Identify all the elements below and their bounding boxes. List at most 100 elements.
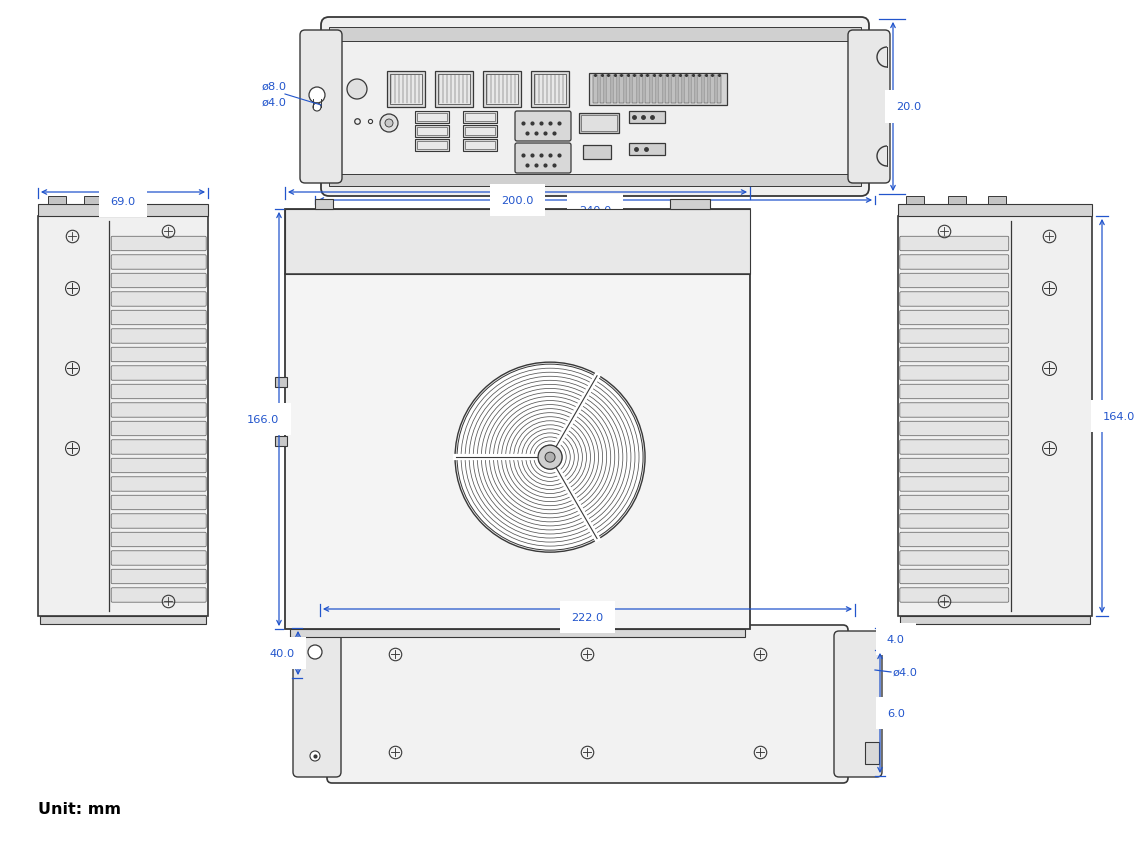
FancyBboxPatch shape xyxy=(111,311,206,325)
Bar xyxy=(285,210,750,630)
Bar xyxy=(619,76,624,104)
Bar xyxy=(417,127,447,136)
Circle shape xyxy=(310,751,319,761)
FancyBboxPatch shape xyxy=(900,385,1009,399)
FancyBboxPatch shape xyxy=(111,551,206,565)
FancyBboxPatch shape xyxy=(900,533,1009,547)
Bar xyxy=(658,76,663,104)
Bar xyxy=(606,76,610,104)
FancyBboxPatch shape xyxy=(900,495,1009,510)
Bar xyxy=(315,200,333,210)
Bar xyxy=(483,72,521,108)
Text: 164.0: 164.0 xyxy=(1103,412,1135,421)
FancyBboxPatch shape xyxy=(111,348,206,362)
Bar xyxy=(40,616,206,625)
Text: ø8.0: ø8.0 xyxy=(262,82,287,92)
Bar xyxy=(906,197,924,205)
Bar xyxy=(275,436,287,446)
FancyBboxPatch shape xyxy=(900,514,1009,528)
Text: ø4.0: ø4.0 xyxy=(262,98,287,108)
Bar xyxy=(463,140,497,152)
Bar xyxy=(48,197,66,205)
Text: 40.0: 40.0 xyxy=(269,648,294,658)
FancyBboxPatch shape xyxy=(111,588,206,603)
Text: 6.0: 6.0 xyxy=(887,708,905,718)
Circle shape xyxy=(308,645,322,659)
FancyBboxPatch shape xyxy=(900,477,1009,491)
Text: 222.0: 222.0 xyxy=(571,612,603,622)
Bar xyxy=(435,72,473,108)
Circle shape xyxy=(385,120,393,127)
Bar xyxy=(485,75,518,105)
FancyBboxPatch shape xyxy=(515,112,571,142)
Circle shape xyxy=(309,88,325,104)
FancyBboxPatch shape xyxy=(111,237,206,252)
FancyBboxPatch shape xyxy=(111,441,206,455)
Text: ø4.0: ø4.0 xyxy=(893,668,918,677)
FancyBboxPatch shape xyxy=(293,631,341,777)
Bar xyxy=(463,112,497,124)
FancyBboxPatch shape xyxy=(111,570,206,584)
FancyBboxPatch shape xyxy=(900,292,1009,307)
Circle shape xyxy=(380,115,398,133)
FancyBboxPatch shape xyxy=(111,495,206,510)
Bar xyxy=(988,197,1006,205)
Bar xyxy=(414,126,449,138)
FancyBboxPatch shape xyxy=(900,459,1009,473)
Bar xyxy=(864,742,879,764)
FancyBboxPatch shape xyxy=(900,329,1009,344)
Bar xyxy=(417,142,447,150)
Bar xyxy=(275,407,287,417)
Circle shape xyxy=(538,446,562,469)
FancyBboxPatch shape xyxy=(321,18,869,197)
FancyBboxPatch shape xyxy=(834,631,882,777)
Bar xyxy=(652,76,656,104)
Circle shape xyxy=(455,363,645,553)
FancyBboxPatch shape xyxy=(900,551,1009,565)
Bar xyxy=(275,378,287,387)
Bar xyxy=(414,112,449,124)
FancyBboxPatch shape xyxy=(900,274,1009,289)
FancyBboxPatch shape xyxy=(515,143,571,174)
Bar xyxy=(690,76,695,104)
FancyBboxPatch shape xyxy=(900,403,1009,418)
FancyBboxPatch shape xyxy=(111,385,206,399)
Bar xyxy=(285,210,750,274)
FancyBboxPatch shape xyxy=(111,422,206,436)
Bar xyxy=(465,127,495,136)
Bar xyxy=(639,76,643,104)
FancyBboxPatch shape xyxy=(111,256,206,270)
FancyBboxPatch shape xyxy=(900,570,1009,584)
FancyBboxPatch shape xyxy=(900,422,1009,436)
Bar xyxy=(629,143,665,156)
Bar xyxy=(463,126,497,138)
FancyBboxPatch shape xyxy=(111,477,206,491)
FancyBboxPatch shape xyxy=(900,311,1009,325)
Bar xyxy=(465,142,495,150)
FancyBboxPatch shape xyxy=(111,514,206,528)
Bar xyxy=(390,75,423,105)
Bar xyxy=(417,114,447,122)
Bar xyxy=(329,28,861,42)
Bar xyxy=(38,205,208,217)
FancyBboxPatch shape xyxy=(111,274,206,289)
Circle shape xyxy=(313,104,321,112)
Bar xyxy=(670,200,710,210)
Circle shape xyxy=(545,452,555,463)
Bar xyxy=(645,76,649,104)
Bar xyxy=(948,197,966,205)
Bar xyxy=(290,630,745,637)
Bar xyxy=(465,114,495,122)
Bar xyxy=(531,72,569,108)
Bar xyxy=(664,76,669,104)
Text: 4.0: 4.0 xyxy=(887,634,905,644)
Text: 20.0: 20.0 xyxy=(897,102,922,112)
Bar xyxy=(703,76,708,104)
Bar xyxy=(329,175,861,187)
Bar xyxy=(898,205,1092,217)
Text: 69.0: 69.0 xyxy=(110,197,135,207)
Text: 166.0: 166.0 xyxy=(247,414,279,425)
Text: 200.0: 200.0 xyxy=(502,196,534,206)
Circle shape xyxy=(457,365,643,550)
Bar xyxy=(534,75,566,105)
